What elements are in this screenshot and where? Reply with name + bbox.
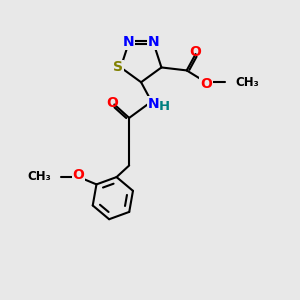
- Text: N: N: [148, 97, 160, 111]
- Text: CH₃: CH₃: [28, 170, 51, 184]
- Text: S: S: [113, 60, 123, 74]
- Text: O: O: [73, 169, 85, 182]
- Text: N: N: [148, 35, 160, 49]
- Text: CH₃: CH₃: [236, 76, 260, 89]
- Text: O: O: [200, 77, 212, 91]
- Text: O: O: [106, 96, 118, 110]
- Text: N: N: [123, 35, 134, 49]
- Text: H: H: [158, 100, 169, 113]
- Text: O: O: [190, 45, 202, 59]
